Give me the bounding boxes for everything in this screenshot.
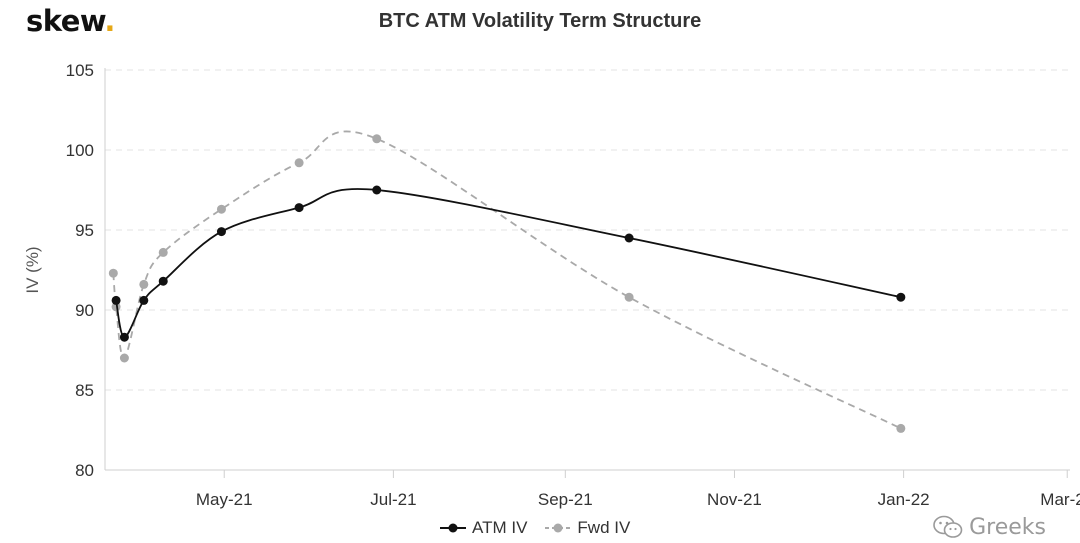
chart-legend: ATM IV Fwd IV — [440, 518, 630, 538]
y-tick-label: 100 — [66, 141, 94, 160]
x-tick-label: Sep-21 — [538, 490, 593, 509]
y-tick-label: 95 — [75, 221, 94, 240]
legend-label-fwd-iv: Fwd IV — [577, 518, 631, 537]
data-point-atm-iv — [139, 295, 149, 305]
series-line-atm-iv — [115, 188, 902, 339]
watermark: Greeks — [933, 514, 1046, 540]
brand-dot: . — [104, 4, 115, 38]
brand-name: skew — [26, 4, 105, 38]
data-point-fwd-iv — [158, 247, 168, 257]
data-point-atm-iv — [624, 233, 634, 243]
y-tick-label: 105 — [66, 61, 94, 80]
data-point-fwd-iv — [139, 279, 149, 289]
data-point-fwd-iv — [372, 134, 382, 144]
data-point-atm-iv — [216, 227, 226, 237]
y-tick-label: 80 — [75, 461, 94, 480]
y-axis-title: IV (%) — [23, 246, 42, 293]
data-point-atm-iv — [294, 203, 304, 213]
watermark-text: Greeks — [969, 514, 1046, 540]
y-tick-label: 90 — [75, 301, 94, 320]
data-point-atm-iv — [111, 295, 121, 305]
data-point-fwd-iv — [294, 158, 304, 168]
data-point-fwd-iv — [624, 292, 634, 302]
data-point-atm-iv — [158, 276, 168, 286]
chart-title: BTC ATM Volatility Term Structure — [378, 10, 702, 32]
legend-label-atm-iv: ATM IV — [472, 518, 528, 537]
x-tick-label: Mar-22 — [1040, 490, 1080, 509]
data-point-fwd-iv — [216, 204, 226, 214]
data-point-atm-iv — [372, 185, 382, 195]
chart-canvas: 80 85 90 95 100 105 IV (%) May-21 Jul-21 Sep-21 No… — [23, 61, 1080, 509]
y-tick-label: 85 — [75, 381, 94, 400]
data-point-fwd-iv — [108, 268, 118, 278]
legend-item-fwd-iv[interactable]: Fwd IV — [545, 518, 630, 538]
data-point-fwd-iv — [119, 353, 129, 363]
legend-item-atm-iv[interactable]: ATM IV — [440, 518, 527, 538]
data-point-fwd-iv — [111, 302, 121, 312]
data-point-atm-iv — [119, 332, 129, 342]
legend-marker-atm-iv — [440, 523, 466, 533]
skew-logo: skew. — [26, 4, 115, 38]
data-point-atm-iv — [896, 292, 906, 302]
data-point-fwd-iv — [896, 423, 906, 433]
legend-marker-fwd-iv — [545, 523, 572, 533]
wechat-icon — [933, 515, 963, 538]
x-tick-label: Jul-21 — [370, 490, 416, 509]
series-line-fwd-iv — [112, 130, 902, 430]
x-tick-label: Nov-21 — [707, 490, 762, 509]
x-tick-label: Jan-22 — [878, 490, 930, 509]
x-tick-label: May-21 — [196, 490, 253, 509]
